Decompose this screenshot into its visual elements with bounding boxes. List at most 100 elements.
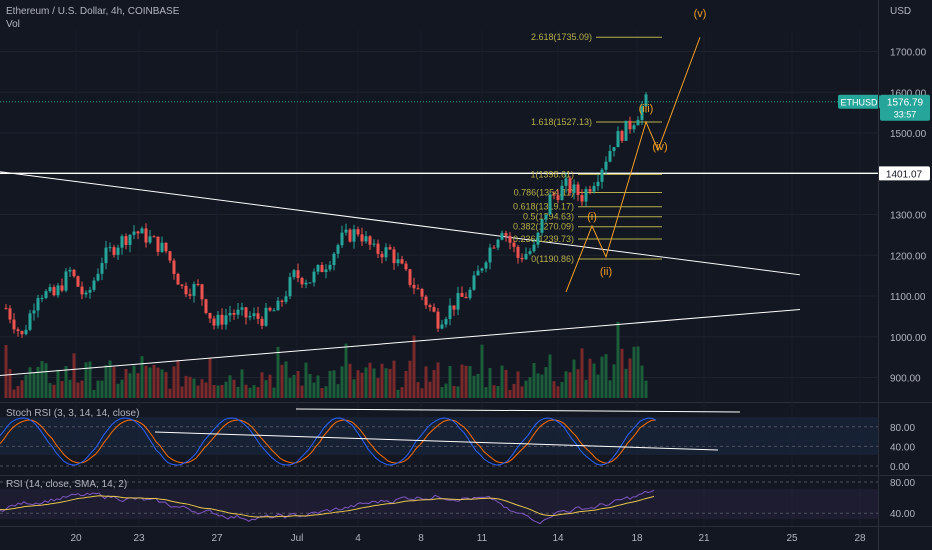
fib-label: 0.618(1319.17) xyxy=(513,202,574,212)
volume-bar xyxy=(24,374,28,398)
volume-bar xyxy=(200,379,204,398)
volume-bar xyxy=(288,377,292,398)
volume-bar xyxy=(140,356,144,398)
volume-bar xyxy=(44,363,48,398)
volume-bar xyxy=(448,366,452,398)
volume-bar xyxy=(308,374,312,398)
volume-bar xyxy=(12,389,16,398)
candle-body xyxy=(240,307,244,310)
candle-body xyxy=(60,285,64,291)
volume-bar xyxy=(328,370,332,398)
candle-body xyxy=(616,131,620,148)
volume-bar xyxy=(92,389,96,398)
volume-bar xyxy=(352,379,356,398)
candle-body xyxy=(4,308,8,310)
candle-body xyxy=(140,228,144,234)
y-tick-label: 1200.00 xyxy=(890,251,927,262)
candle-body xyxy=(320,265,324,272)
volume-bar xyxy=(552,381,556,398)
candle-body xyxy=(376,243,380,254)
volume-bar xyxy=(80,380,84,398)
stoch-trendline xyxy=(295,408,741,413)
candle-body xyxy=(184,285,188,295)
candle-body xyxy=(600,169,604,182)
volume-bar xyxy=(464,365,468,398)
volume-bar xyxy=(316,375,320,398)
candle-body xyxy=(172,260,176,274)
volume-bar xyxy=(604,354,608,398)
candle-body xyxy=(208,312,212,319)
volume-bar xyxy=(492,385,496,398)
candle-body xyxy=(96,273,100,281)
volume-bar xyxy=(484,387,488,398)
candle-body xyxy=(116,247,120,255)
volume-bar xyxy=(508,389,512,398)
candle-body xyxy=(288,277,292,297)
axes: 900.001000.001100.001200.001300.001400.0… xyxy=(70,0,930,550)
volume-bar xyxy=(268,374,272,398)
candle-body xyxy=(84,292,88,295)
candle-body xyxy=(504,233,508,236)
x-tick-label: 21 xyxy=(698,533,710,544)
chart-title: Ethereum / U.S. Dollar, 4h, COINBASE xyxy=(6,6,180,17)
volume-bar xyxy=(188,376,192,398)
volume-bar xyxy=(432,370,436,398)
currency-label: USD xyxy=(890,6,912,17)
candle-body xyxy=(76,276,80,287)
volume-bar xyxy=(500,365,504,398)
x-tick-label: 18 xyxy=(631,533,643,544)
candle-body xyxy=(8,308,12,320)
volume-bar xyxy=(340,366,344,398)
candle-body xyxy=(476,270,480,276)
volume-bar xyxy=(608,380,612,398)
volume-bar xyxy=(512,383,516,398)
y-tick-label: 1700.00 xyxy=(890,48,927,59)
candle-body xyxy=(448,305,452,320)
candle-body xyxy=(620,131,624,141)
y-tick-label: 900.00 xyxy=(890,374,921,385)
candle-body xyxy=(108,247,112,249)
candle-body xyxy=(272,310,276,312)
volume-bar xyxy=(528,377,532,398)
candle-body xyxy=(536,232,540,245)
volume-bar xyxy=(88,361,92,398)
volume-bar xyxy=(36,366,40,398)
candle-body xyxy=(324,269,328,272)
candle-body xyxy=(32,310,36,314)
stoch-rsi-pane xyxy=(0,408,878,467)
volume-bar xyxy=(76,382,80,398)
volume-bar xyxy=(224,381,228,398)
candle-body xyxy=(28,313,32,330)
candle-body xyxy=(216,314,220,326)
candle-body xyxy=(192,283,196,296)
volume-bar xyxy=(68,379,72,398)
candle-body xyxy=(264,307,268,326)
candle-body xyxy=(560,185,564,200)
candle-body xyxy=(180,284,184,286)
candle-body xyxy=(552,194,556,196)
candle-body xyxy=(16,329,20,332)
volume-bar xyxy=(4,345,8,398)
volume-bar xyxy=(576,369,580,398)
candle-body xyxy=(112,247,116,255)
volume-bar xyxy=(156,367,160,398)
candle-body xyxy=(472,275,476,290)
volume-bar xyxy=(248,387,252,398)
volume-bar xyxy=(264,380,268,398)
candle-body xyxy=(556,195,560,200)
candle-body xyxy=(12,319,16,330)
volume-bar xyxy=(344,343,348,398)
candle-body xyxy=(364,236,368,242)
candle-body xyxy=(232,312,236,315)
volume-bar xyxy=(408,360,412,398)
volume-bar xyxy=(180,386,184,398)
candle-body xyxy=(588,189,592,192)
candle-body xyxy=(444,319,448,325)
volume-bar xyxy=(320,388,324,398)
volume-bar xyxy=(644,380,648,398)
level-badge-text: 1401.07 xyxy=(886,169,923,180)
candles[interactable] xyxy=(4,92,648,338)
rsi-band xyxy=(0,489,878,519)
volume-bar xyxy=(236,386,240,398)
